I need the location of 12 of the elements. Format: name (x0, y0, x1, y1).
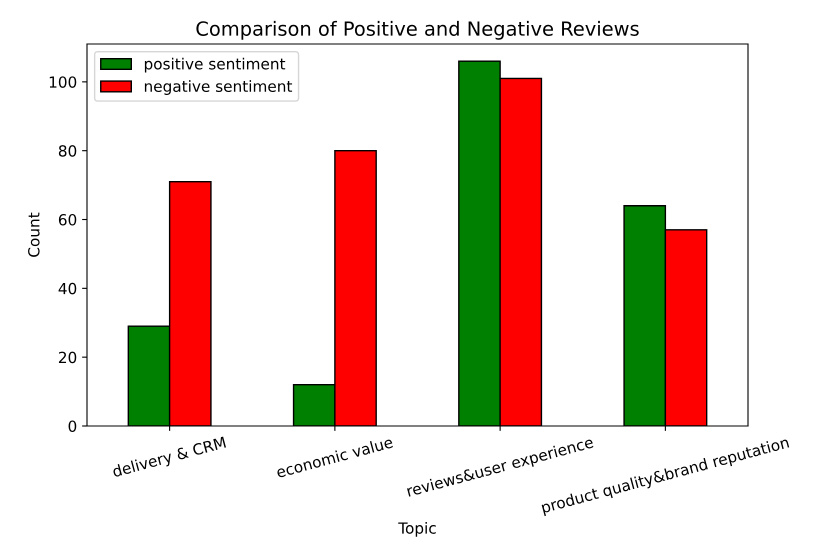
y-tick-label: 0 (68, 420, 76, 432)
y-tick-label: 20 (58, 352, 76, 364)
x-axis-title: Topic (398, 522, 436, 537)
y-tick-label: 60 (58, 214, 76, 226)
legend-label: positive sentiment (144, 58, 286, 73)
y-axis-title: Count (28, 212, 40, 257)
y-tick-label: 80 (58, 145, 76, 157)
y-tick-label: 40 (58, 282, 76, 294)
x-tick-label: delivery & CRM (112, 436, 227, 480)
chart-title: Comparison of Positive and Negative Reviews (196, 20, 639, 40)
y-tick-label: 100 (50, 76, 76, 88)
legend-label: negative sentiment (144, 80, 292, 95)
